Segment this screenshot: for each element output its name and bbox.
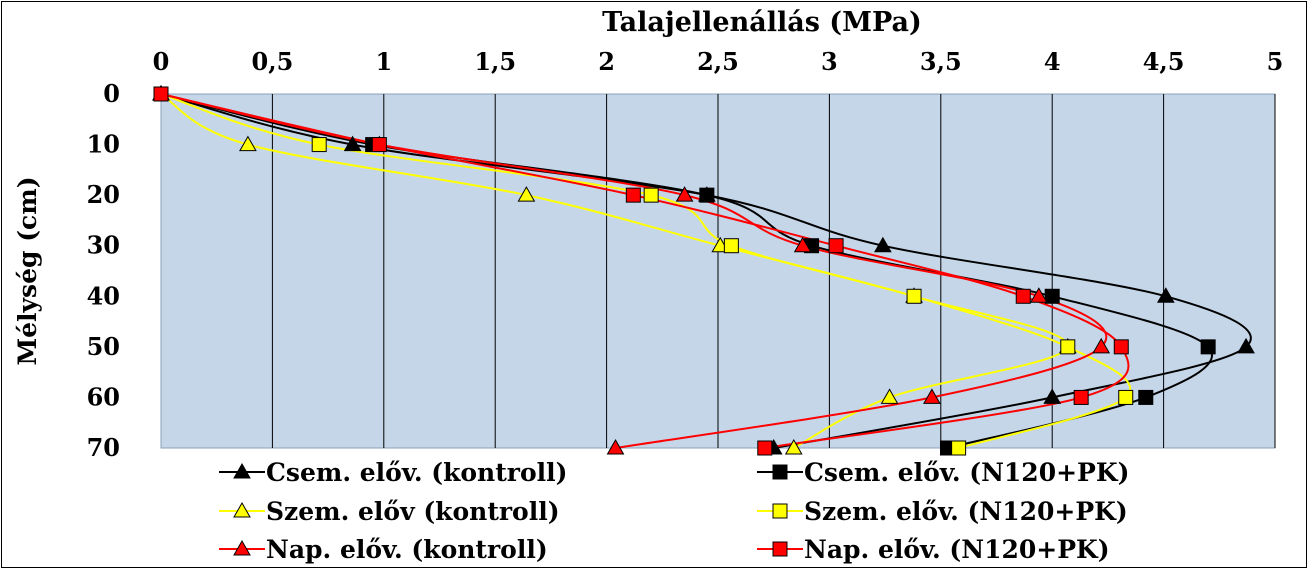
- legend-marker: [233, 539, 251, 556]
- x-tick-label: 5: [1267, 47, 1284, 76]
- data-point: [606, 438, 625, 455]
- legend-label: Nap. előv. (N120+PK): [804, 535, 1110, 564]
- data-point: [517, 186, 536, 202]
- data-point: [1118, 389, 1134, 405]
- data-point: [1060, 339, 1076, 355]
- data-point: [699, 187, 715, 203]
- y-tick-label: 20: [87, 180, 120, 209]
- data-point: [675, 186, 694, 202]
- data-point: [828, 238, 844, 254]
- x-tick-label: 0,5: [252, 47, 294, 76]
- x-tick-label: 2: [598, 47, 615, 76]
- data-point: [1138, 389, 1154, 405]
- x-tick-label: 1: [375, 47, 392, 76]
- legend-label: Szem. előv. (N120+PK): [804, 497, 1128, 526]
- data-point: [1015, 288, 1031, 304]
- data-point: [643, 187, 659, 203]
- data-point: [1073, 389, 1089, 405]
- data-point: [311, 137, 327, 153]
- x-tick-label: 4: [1044, 47, 1061, 76]
- data-point: [1200, 339, 1216, 355]
- x-tick-label: 2,5: [697, 47, 739, 76]
- y-tick-label: 10: [87, 130, 120, 159]
- data-point: [880, 388, 899, 404]
- legend-label: Szem. előv (kontroll): [266, 497, 560, 526]
- legend-marker: [233, 462, 251, 479]
- data-point: [923, 388, 941, 404]
- data-point: [239, 135, 257, 152]
- x-tick-label: 1,5: [474, 47, 516, 76]
- data-point: [906, 288, 922, 304]
- x-tick-label: 4,5: [1143, 47, 1185, 76]
- data-point: [371, 137, 387, 153]
- x-tick-label: 3,5: [920, 47, 962, 76]
- legend-marker: [233, 501, 251, 518]
- data-point: [625, 187, 641, 203]
- y-tick-label: 30: [87, 231, 120, 260]
- y-axis-title: Mélység (cm): [13, 176, 42, 365]
- data-point: [951, 440, 967, 456]
- legend-marker: [772, 503, 788, 519]
- legend-marker: [772, 464, 788, 480]
- data-point: [1092, 337, 1111, 354]
- y-tick-label: 60: [87, 382, 120, 411]
- legend-marker: [772, 541, 788, 557]
- data-point: [757, 440, 773, 456]
- data-point: [793, 236, 812, 253]
- legend-label: Csem. előv. (N120+PK): [804, 458, 1129, 487]
- y-tick-label: 40: [87, 281, 120, 310]
- x-axis-title: Talajellenállás (MPa): [602, 7, 922, 38]
- data-point: [1029, 287, 1048, 303]
- x-tick-label: 0: [153, 47, 170, 76]
- data-point: [723, 238, 739, 254]
- legend-label: Nap. előv. (kontroll): [266, 535, 548, 564]
- data-point: [784, 438, 803, 455]
- x-tick-label: 3: [821, 47, 838, 76]
- data-point: [874, 236, 892, 253]
- data-point: [1156, 287, 1175, 303]
- legend: Csem. előv. (kontroll) Csem. előv. (N120+…: [219, 458, 1129, 564]
- data-point: [1044, 288, 1060, 304]
- data-point: [1237, 337, 1255, 354]
- data-point: [343, 135, 362, 152]
- y-tick-label: 0: [103, 79, 120, 108]
- y-tick-label: 50: [87, 332, 120, 361]
- data-point: [1113, 339, 1129, 355]
- series-line: [160, 93, 1252, 449]
- y-tick-label: 70: [87, 433, 120, 462]
- legend-label: Csem. előv. (kontroll): [266, 458, 567, 487]
- data-point: [153, 86, 169, 102]
- data-point: [1043, 388, 1062, 404]
